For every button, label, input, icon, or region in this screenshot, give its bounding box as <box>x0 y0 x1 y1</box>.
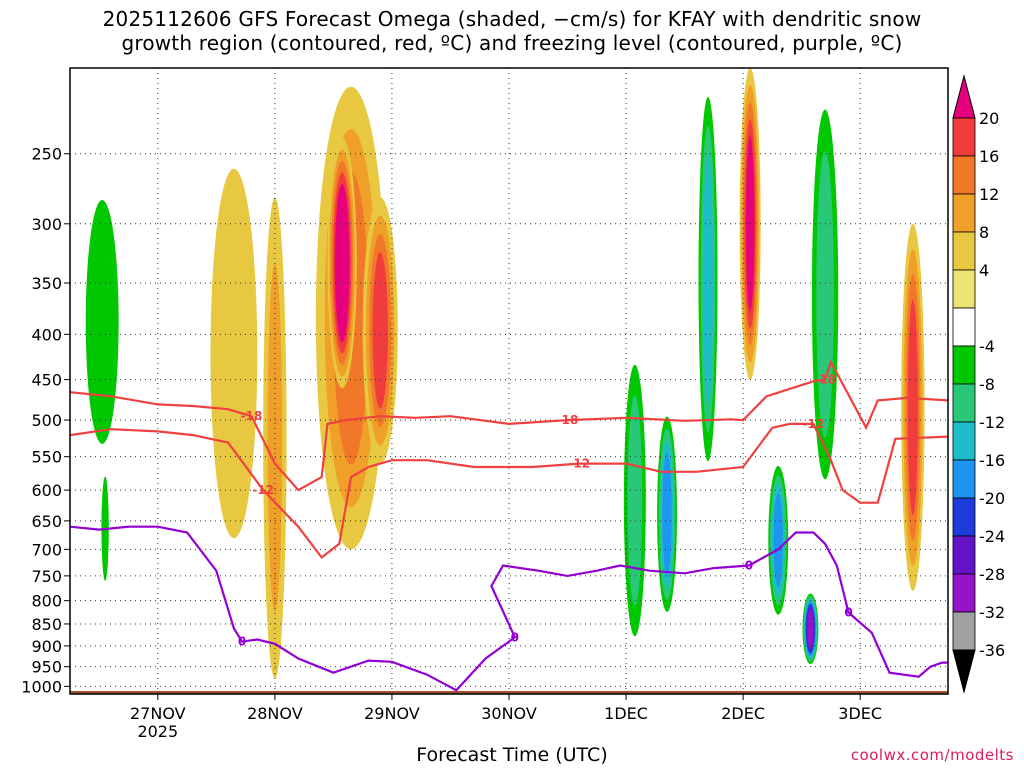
x-tick-label-3DEC: 3DEC <box>838 704 882 723</box>
omega-blob-2-level-3 <box>372 252 388 409</box>
colorbar-label--24: -24 <box>979 527 1005 546</box>
freezing-label-3: 0 <box>844 605 852 619</box>
y-axis-ticks: 250 300 350 400 450 500 550 600 650 700 750 800 850 9… <box>21 145 70 696</box>
colorbar-bin-11 <box>952 535 976 575</box>
y-tick-label-650: 650 <box>31 512 62 531</box>
y-tick-label-400: 400 <box>31 325 62 344</box>
omega-blob-11-level-4 <box>773 493 783 588</box>
y-tick-label-1000: 1000 <box>21 677 62 696</box>
x-tick-label-30NOV: 30NOV <box>481 704 537 723</box>
omega-blob-5-level-1 <box>85 199 119 444</box>
y-tick-label-250: 250 <box>31 145 62 164</box>
dgz-label--12-0: -12 <box>252 483 274 497</box>
colorbar-bin-6 <box>952 345 976 385</box>
dgz-label--12-1: -12 <box>568 457 590 471</box>
y-tick-label-750: 750 <box>31 567 62 586</box>
x-tick-label-29NOV: 29NOV <box>364 704 420 723</box>
colorbar-bin-2 <box>952 193 976 233</box>
colorbar-label-20: 20 <box>979 109 999 128</box>
y-tick-label-300: 300 <box>31 215 62 234</box>
y-tick-label-900: 900 <box>31 637 62 656</box>
colorbar-bin-3 <box>952 231 976 271</box>
colorbar-label-4: 4 <box>979 261 989 280</box>
colorbar-label--32: -32 <box>979 603 1005 622</box>
y-tick-label-800: 800 <box>31 592 62 611</box>
colorbar-bin-8 <box>952 421 976 461</box>
dgz-label--18-0: -18 <box>241 409 263 423</box>
x-tick-label-1DEC: 1DEC <box>604 704 648 723</box>
colorbar-bottom-tip <box>952 649 976 694</box>
colorbar-top-tip <box>952 74 976 119</box>
omega-blob-4-level-1 <box>267 263 283 613</box>
omega-blob-13-level-2 <box>816 151 834 438</box>
x-axis-label: Forecast Time (UTC) <box>416 744 608 766</box>
y-tick-label-450: 450 <box>31 371 62 390</box>
y-tick-label-500: 500 <box>31 411 62 430</box>
y-tick-label-700: 700 <box>31 540 62 559</box>
y-tick-label-950: 950 <box>31 658 62 677</box>
freezing-label-0: 0 <box>238 635 246 649</box>
dgz-contour--12 <box>70 422 948 560</box>
colorbar-bin-4 <box>952 269 976 309</box>
colorbar-bin-12 <box>952 573 976 613</box>
omega-blob-9-level-3 <box>702 155 714 404</box>
freezing-label-1: 0 <box>511 630 519 644</box>
y-tick-label-550: 550 <box>31 448 62 467</box>
colorbar-bin-5 <box>952 307 976 347</box>
freezing-label-2: 0 <box>745 558 753 572</box>
omega-blob-12-level-7 <box>807 609 814 649</box>
colorbar-bin-1 <box>952 155 976 195</box>
colorbar-label--28: -28 <box>979 565 1005 584</box>
x-tick-sublabel-27NOV: 2025 <box>137 722 178 741</box>
colorbar: 20 16 12 8 4 -4 -8 -12 -16 -20 -24 -28 -32 -36 <box>952 74 1005 694</box>
omega-blob-14-level-3 <box>907 299 919 516</box>
x-tick-label-28NOV: 28NOV <box>247 704 303 723</box>
y-tick-label-600: 600 <box>31 481 62 500</box>
dgz-label--18-1: -18 <box>557 413 579 427</box>
y-tick-label-350: 350 <box>31 274 62 293</box>
colorbar-bin-9 <box>952 459 976 499</box>
colorbar-label--12: -12 <box>979 413 1005 432</box>
omega-blob-8-level-4 <box>662 452 672 576</box>
colorbar-label--4: -4 <box>979 337 995 356</box>
colorbar-label--20: -20 <box>979 489 1005 508</box>
colorbar-label-16: 16 <box>979 147 999 166</box>
source-credit: coolwx.com/modelts <box>850 746 1014 764</box>
colorbar-label-8: 8 <box>979 223 989 242</box>
dgz-contour--18 <box>70 359 948 492</box>
freezing-level-contour <box>70 525 948 692</box>
terrain-surface <box>70 690 948 694</box>
colorbar-bin-10 <box>952 497 976 537</box>
terrain-band <box>70 690 948 694</box>
colorbar-label-12: 12 <box>979 185 999 204</box>
x-tick-label-27NOV: 27NOV <box>130 704 186 723</box>
dgz-label--18-2: -18 <box>814 373 836 387</box>
omega-shading <box>75 68 925 679</box>
omega-blob-3-level-0 <box>210 168 258 539</box>
colorbar-bin-13 <box>952 611 976 651</box>
omega-blob-7-level-2 <box>627 395 643 606</box>
colorbar-label--36: -36 <box>979 641 1005 660</box>
contours: -18 -18 -18 -12 -12 -12 0 0 0 0 <box>70 359 948 692</box>
dgz-label--12-2: -12 <box>803 417 825 431</box>
chart-title-line2: growth region (contoured, red, ºC) and f… <box>121 31 903 55</box>
x-tick-label-2DEC: 2DEC <box>721 704 765 723</box>
colorbar-label--16: -16 <box>979 451 1005 470</box>
y-tick-label-850: 850 <box>31 615 62 634</box>
colorbar-bin-0 <box>952 117 976 157</box>
colorbar-bin-7 <box>952 383 976 423</box>
colorbar-label--8: -8 <box>979 375 995 394</box>
omega-blob-1-level-5 <box>336 195 348 331</box>
chart-title-line1: 2025112606 GFS Forecast Omega (shaded, −… <box>102 7 922 31</box>
